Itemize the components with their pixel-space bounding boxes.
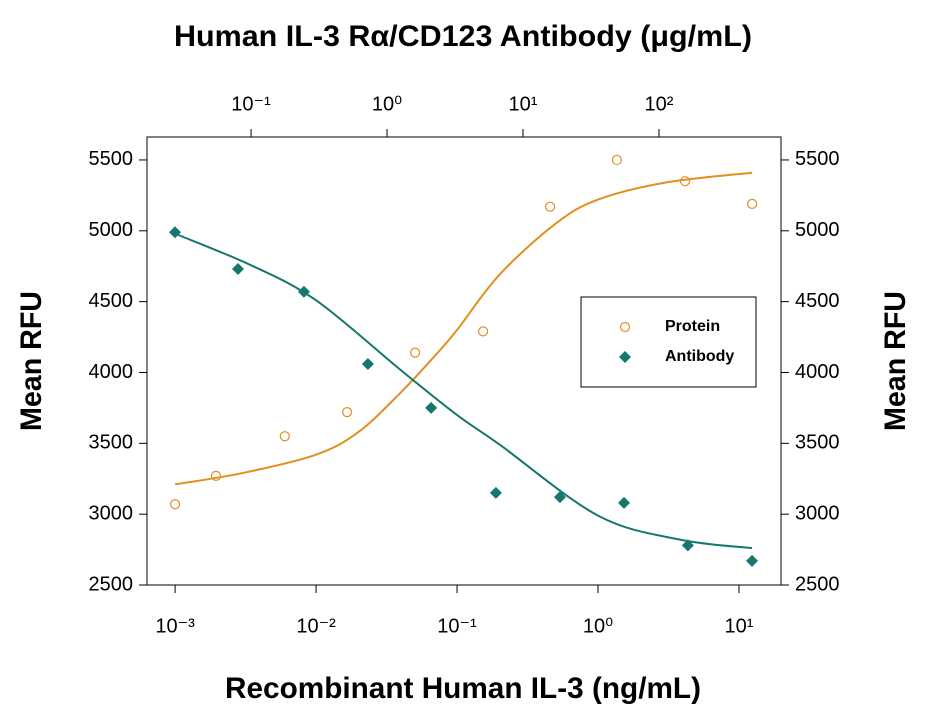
data-point: [553, 491, 566, 504]
x2-tick-label: 10¹: [509, 93, 538, 115]
data-point: [611, 154, 622, 166]
x-tick-label: 10⁰: [583, 615, 613, 637]
data-point: [681, 539, 694, 552]
x2-tick-label: 10²: [645, 93, 674, 115]
data-point: [409, 347, 421, 358]
plot-frame: [146, 136, 782, 586]
y-tick-label: 2500: [89, 573, 134, 595]
data-point: [544, 201, 556, 212]
x-tick-label: 10⁻¹: [437, 615, 477, 637]
data-point: [231, 263, 244, 276]
y2-tick-label: 5000: [795, 219, 840, 241]
fit-curve: [174, 171, 753, 486]
data-point: [618, 496, 631, 509]
y-tick-label: 4000: [89, 361, 134, 383]
y-tick-label: 5500: [89, 148, 134, 170]
y2-axis-label: Mean RFU: [879, 291, 912, 431]
data-point: [168, 226, 181, 239]
y2-tick-label: 2500: [795, 573, 840, 595]
y-axis-label: Mean RFU: [15, 291, 48, 431]
y2-tick-label: 4000: [795, 361, 840, 383]
y-tick-label: 3500: [89, 432, 134, 454]
legend-marker: [619, 351, 631, 363]
x2-tick-label: 10⁰: [372, 93, 402, 115]
data-point: [747, 198, 758, 209]
data-point: [169, 499, 181, 510]
data-point: [341, 407, 353, 418]
x-tick-label: 10⁻³: [155, 615, 195, 637]
data-point: [477, 326, 489, 337]
data-point: [746, 554, 759, 567]
y-tick-label: 4500: [89, 290, 134, 312]
data-point: [679, 176, 691, 187]
y2-tick-label: 3000: [795, 502, 840, 524]
legend-label: Antibody: [665, 348, 734, 365]
data-point: [489, 486, 502, 499]
y2-tick-label: 4500: [795, 290, 840, 312]
legend-box: [580, 296, 757, 388]
y2-tick-label: 3500: [795, 432, 840, 454]
data-point: [279, 431, 290, 442]
legend-marker: [619, 321, 631, 333]
x2-tick-label: 10⁻¹: [231, 93, 271, 115]
x-tick-label: 10¹: [725, 615, 754, 637]
data-point: [297, 285, 310, 298]
data-point: [210, 470, 222, 482]
y-tick-label: 5000: [89, 219, 134, 241]
y-tick-label: 3000: [89, 502, 134, 524]
y2-tick-label: 5500: [795, 148, 840, 170]
chart-title: Human IL-3 Rα/CD123 Antibody (μg/mL): [174, 20, 752, 53]
x-axis-label: Recombinant Human IL-3 (ng/mL): [225, 672, 701, 705]
data-point: [361, 357, 374, 370]
fit-curve: [174, 232, 753, 550]
x-tick-label: 10⁻²: [296, 615, 336, 637]
data-point: [425, 401, 438, 414]
legend-label: Protein: [665, 318, 720, 335]
